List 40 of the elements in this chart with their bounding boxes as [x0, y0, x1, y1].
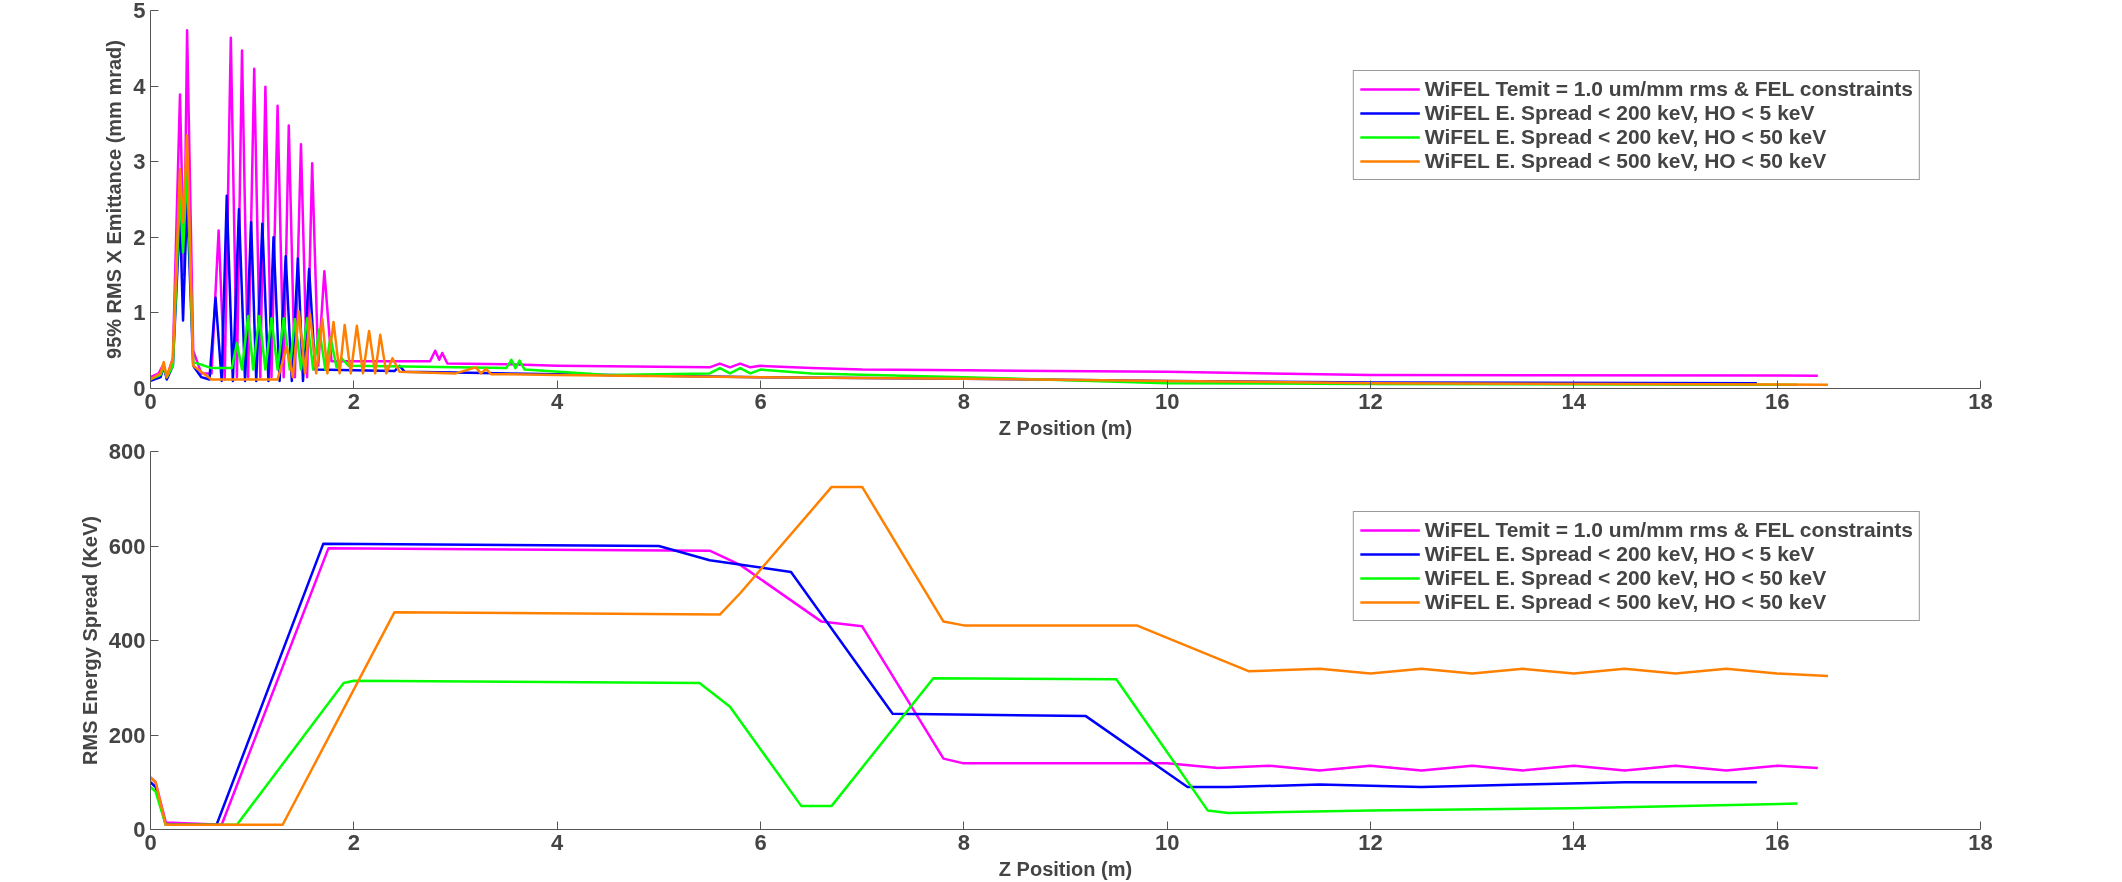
legend-label: WiFEL Temit = 1.0 um/mm rms & FEL constraints: [1424, 77, 1913, 101]
x-tick-label: 12: [1358, 388, 1383, 414]
x-tick-label: 14: [1561, 388, 1587, 414]
y-tick-label: 1: [133, 300, 146, 326]
x-tick-label: 18: [1968, 829, 1993, 855]
x-tick-label: 16: [1764, 829, 1790, 855]
x-tick-label: 4: [551, 829, 565, 855]
legend-label: WiFEL E. Spread < 200 keV, HO < 5 keV: [1424, 542, 1815, 566]
y-tick-label: 2: [133, 224, 146, 250]
legend-label: WiFEL E. Spread < 200 keV, HO < 50 keV: [1424, 125, 1827, 149]
y-tick-label: 3: [133, 149, 146, 175]
legend-label: WiFEL Temit = 1.0 um/mm rms & FEL constraints: [1424, 518, 1913, 542]
y-tick-label: 400: [108, 628, 146, 653]
x-tick-label: 16: [1764, 388, 1790, 414]
line-series: [150, 677, 1799, 827]
x-tick-label: 6: [754, 829, 767, 855]
x-tick-label: 18: [1968, 388, 1993, 414]
y-tick-label: 200: [108, 722, 146, 748]
x-tick-label: 10: [1154, 388, 1180, 414]
y-tick-label: 600: [108, 533, 146, 559]
legend-label: WiFEL E. Spread < 500 keV, HO < 50 keV: [1424, 149, 1827, 173]
x-tick-label: 4: [551, 388, 565, 414]
x-tick-label: 2: [347, 388, 360, 414]
x-tick-label: 2: [347, 829, 360, 855]
y-tick-label: 5: [133, 0, 146, 23]
legend-label: WiFEL E. Spread < 500 keV, HO < 50 keV: [1424, 590, 1827, 614]
x-tick-label: 14: [1561, 829, 1587, 855]
y-axis-title: 95% RMS X Emittance (mm mrad): [103, 40, 126, 359]
y-tick-label: 800: [108, 439, 146, 464]
y-axis-title: RMS Energy Spread (KeV): [78, 516, 101, 765]
x-axis-title: Z Position (m): [998, 857, 1133, 880]
x-tick-label: 6: [754, 388, 767, 414]
x-axis-title: Z Position (m): [998, 416, 1133, 439]
x-tick-label: 12: [1358, 829, 1383, 855]
x-tick-label: 8: [957, 388, 970, 414]
y-tick-label: 4: [133, 73, 147, 99]
legend-label: WiFEL E. Spread < 200 keV, HO < 5 keV: [1424, 101, 1815, 125]
legend-label: WiFEL E. Spread < 200 keV, HO < 50 keV: [1424, 566, 1827, 590]
x-tick-label: 8: [957, 829, 970, 855]
x-tick-label: 10: [1154, 829, 1180, 855]
